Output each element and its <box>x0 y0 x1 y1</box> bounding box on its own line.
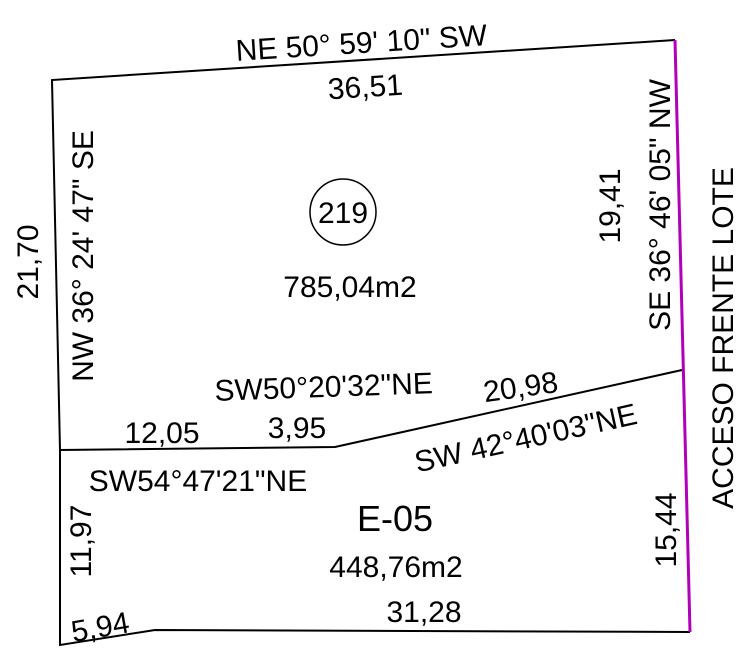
right-length-label: 19,41 <box>594 168 627 243</box>
lot-219-boundary <box>50 39 676 451</box>
frontage-line <box>673 39 692 633</box>
left-bearing-label: NW 36° 24' 47" SE <box>67 130 100 382</box>
lot-number-circle <box>309 178 377 246</box>
frontage-label: ACCESO FRENTE LOTE <box>707 167 740 509</box>
left-length-label: 21,70 <box>12 224 45 299</box>
e05-left-bearing-label: SW54°47'21"NE <box>89 465 307 498</box>
bottom-length-label: 31,28 <box>386 596 461 629</box>
divider-segment-a-label: 12,05 <box>124 417 199 450</box>
top-length-label: 36,51 <box>327 69 404 107</box>
lot-e05-boundary <box>59 450 691 647</box>
lot-219-number: 219 <box>318 197 368 230</box>
divider-segment-b-label: 3,95 <box>268 412 326 445</box>
lot-e05-id: E-05 <box>357 498 433 539</box>
e05-left-length-label: 11,97 <box>65 505 98 578</box>
divider-lower-bearing-label: SW 42°40'03"NE <box>412 398 641 479</box>
divider-upper-bearing-label: SW50°20'32"NE <box>214 367 434 408</box>
lot-219-area: 785,04m2 <box>283 271 416 304</box>
lot-divider-line <box>59 369 683 451</box>
right-bearing-label: SE 36° 46' 05" NW <box>644 78 677 331</box>
bottom-left-length-label: 5,94 <box>69 606 132 649</box>
e05-right-length-label: 15,44 <box>650 492 683 567</box>
lot-e05-area: 448,76m2 <box>329 551 462 584</box>
divider-segment-c-label: 20,98 <box>481 366 560 409</box>
